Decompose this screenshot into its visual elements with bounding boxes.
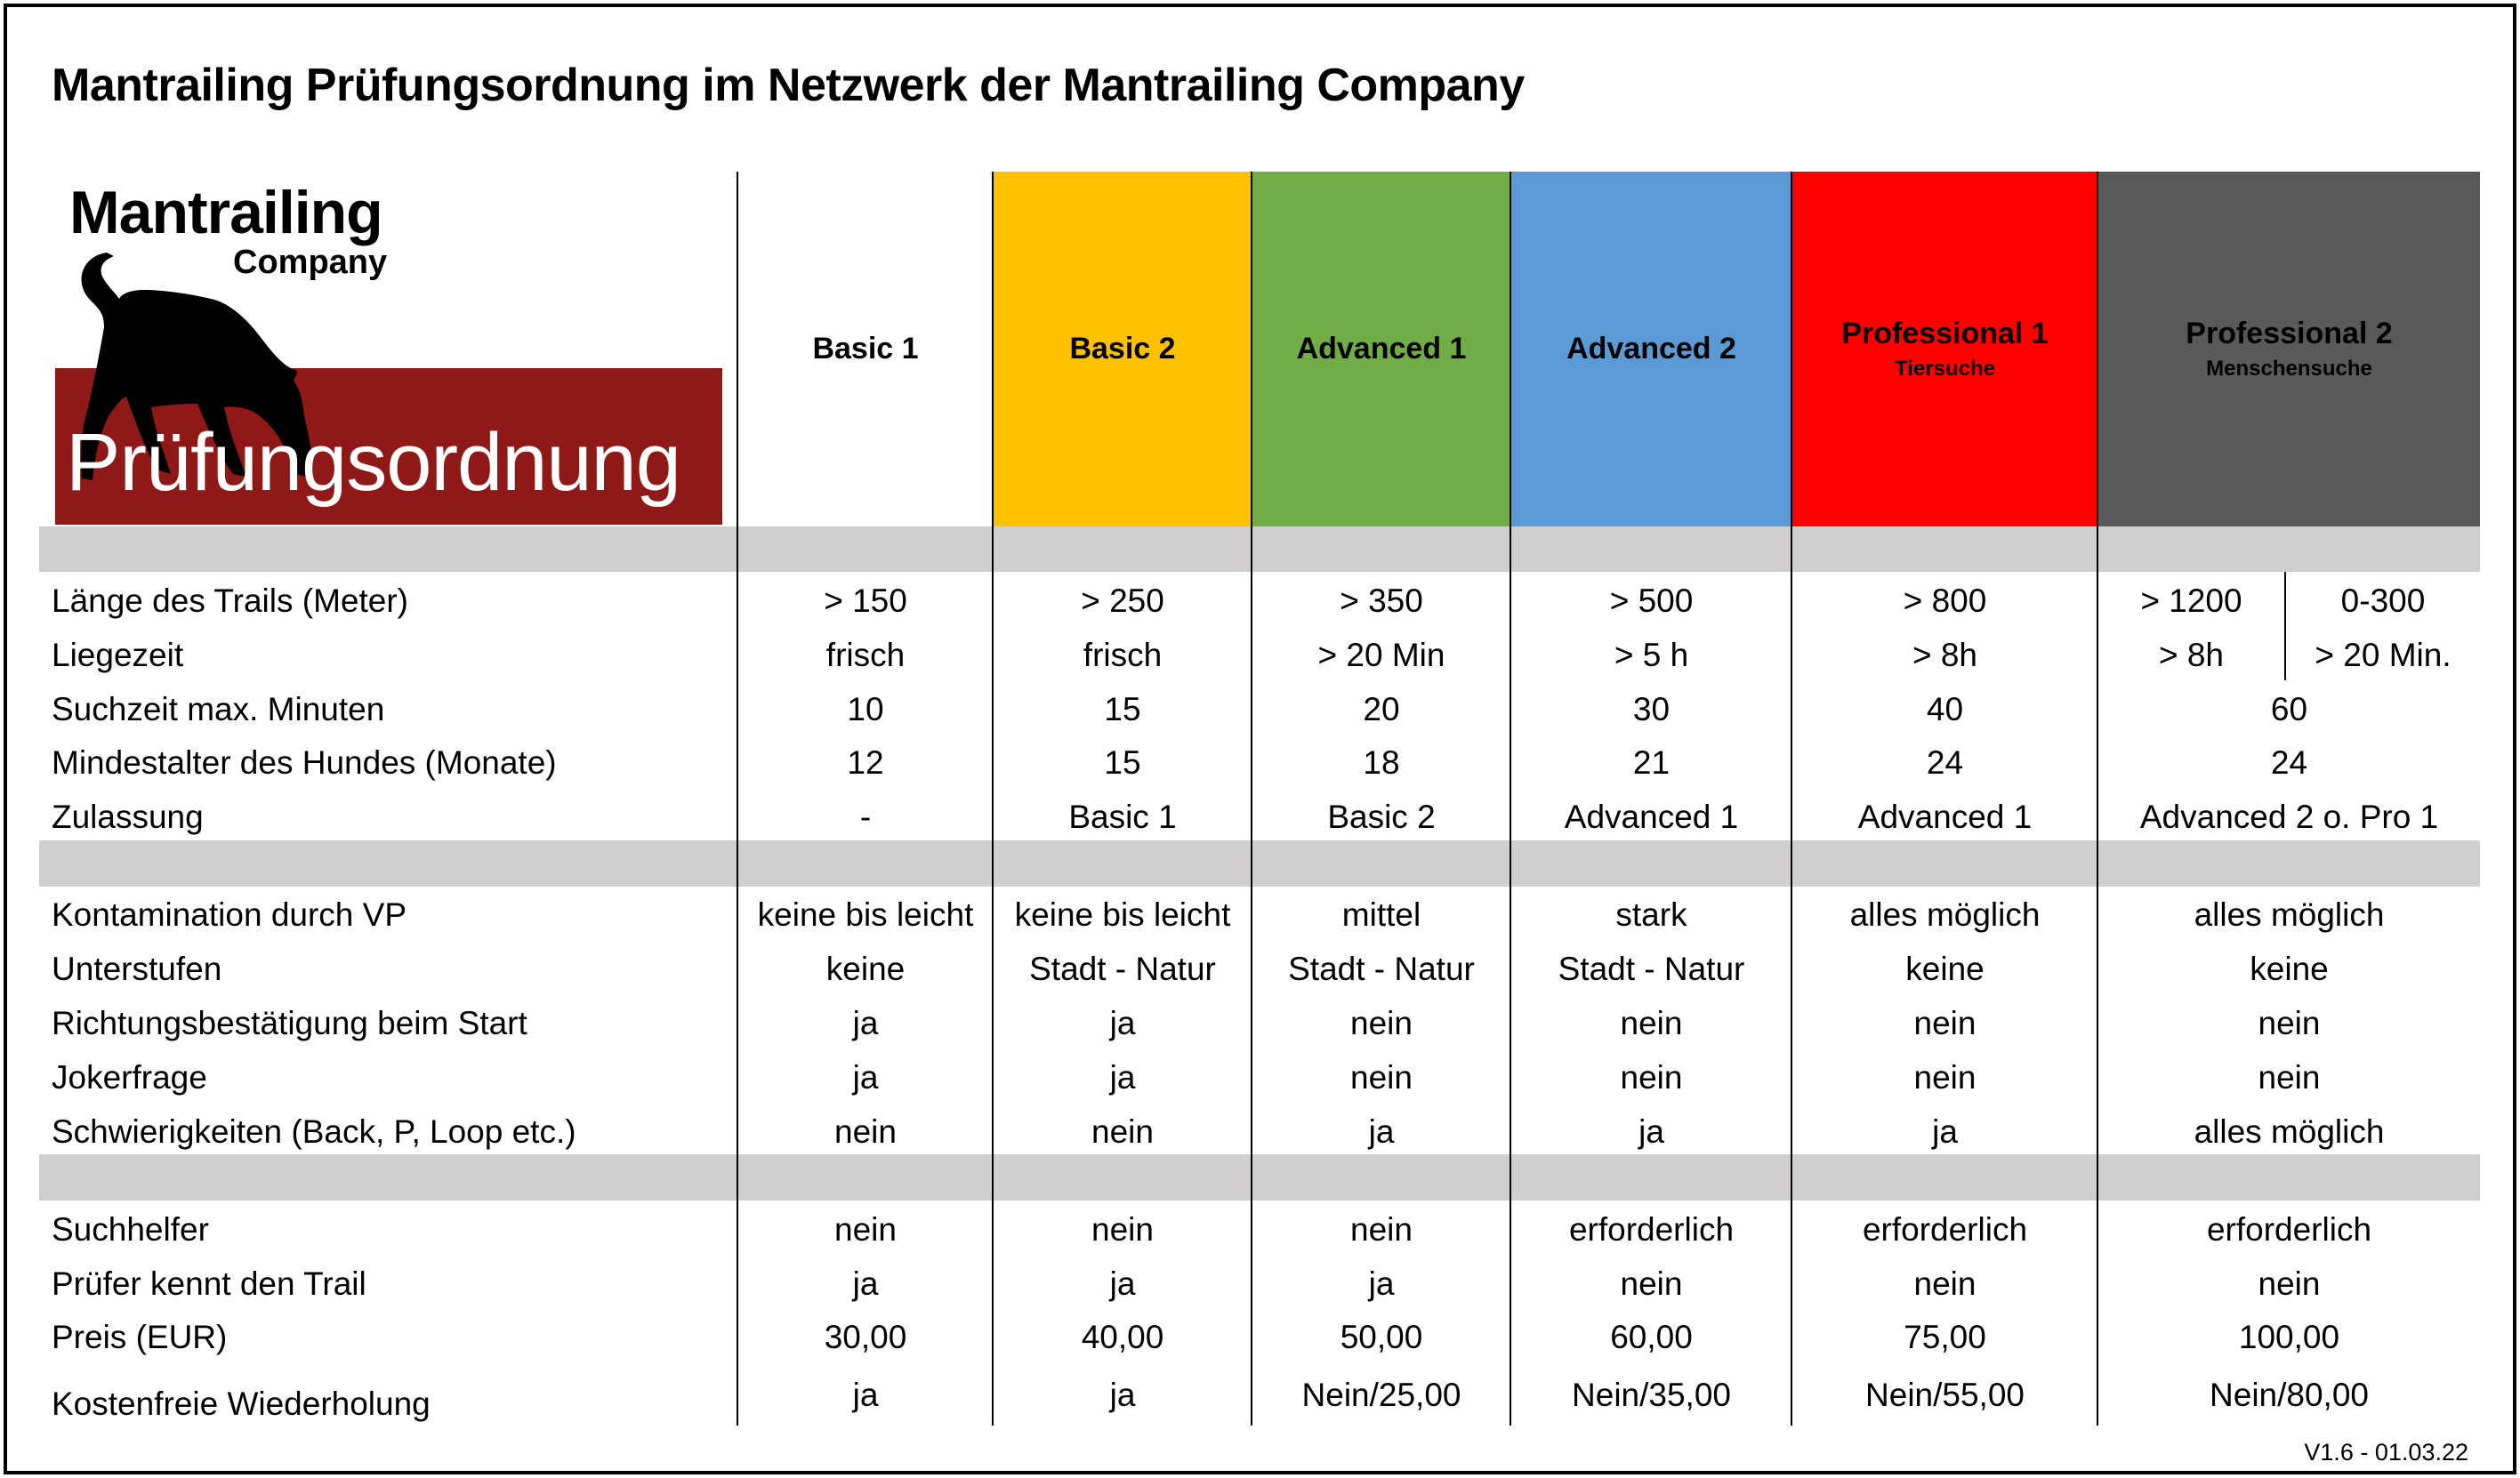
section-separator — [39, 526, 2480, 572]
column-divider — [1251, 172, 1252, 1426]
header-basic-2: Basic 2 — [994, 172, 1252, 526]
logo-subtitle: Prüfungsordnung — [66, 417, 681, 508]
header-professional-2: Professional 2 Menschensuche — [2098, 172, 2480, 526]
header-advanced-1: Advanced 1 — [1252, 172, 1510, 526]
column-divider — [2097, 172, 2098, 1426]
column-divider — [992, 172, 994, 1426]
table-row-pruefer-kennt-trail: Prüfer kennt den Trail ja ja ja nein nei… — [52, 1265, 2321, 1302]
section-separator — [39, 1154, 2480, 1201]
page-title: Mantrailing Prüfungsordnung im Netzwerk … — [52, 60, 1525, 111]
table-row-liegezeit: Liegezeit frisch frisch > 20 Min > 5 h >… — [52, 637, 2452, 673]
header-basic-1: Basic 1 — [738, 172, 993, 526]
table-row-wiederholung: Kostenfreie Wiederholung ja ja Nein/25,0… — [52, 1377, 2369, 1422]
header-advanced-2: Advanced 2 — [1511, 172, 1791, 526]
table-row-schwierigkeiten: Schwierigkeiten (Back, P, Loop etc.) nei… — [52, 1113, 2385, 1150]
column-divider — [1510, 172, 1511, 1426]
column-divider — [737, 172, 738, 1426]
header-professional-1: Professional 1 Tiersuche — [1792, 172, 2097, 526]
column-divider — [1791, 172, 1792, 1426]
table-row-kontamination: Kontamination durch VP keine bis leicht … — [52, 896, 2385, 933]
table-row-richtungsbestaetigung: Richtungsbestätigung beim Start ja ja ne… — [52, 1005, 2321, 1041]
logo-brand: Mantrailing — [69, 179, 383, 246]
table-row-trail-length: Länge des Trails (Meter) > 150 > 250 > 3… — [52, 582, 2426, 619]
document-frame — [4, 4, 2516, 1474]
pro2-subcolumn-divider — [2284, 572, 2286, 680]
table-row-preis: Preis (EUR) 30,00 40,00 50,00 60,00 75,0… — [52, 1319, 2340, 1355]
table-row-suchzeit: Suchzeit max. Minuten 10 15 20 30 40 60 — [52, 691, 2308, 727]
table-row-suchhelfer: Suchhelfer nein nein nein erforderlich e… — [52, 1211, 2372, 1248]
dog-silhouette-icon — [80, 253, 314, 480]
logo-company: Company — [233, 244, 388, 281]
table-row-mindestalter: Mindestalter des Hundes (Monate) 12 15 1… — [52, 744, 2308, 781]
logo: Mantrailing Company Prüfungsordnung — [55, 178, 722, 525]
table-row-unterstufen: Unterstufen keine Stadt - Natur Stadt - … — [52, 951, 2329, 987]
version-label: V1.6 - 01.03.22 — [2304, 1439, 2468, 1466]
table-row-jokerfrage: Jokerfrage ja ja nein nein nein nein — [52, 1059, 2321, 1096]
section-separator — [39, 840, 2480, 887]
table-row-zulassung: Zulassung - Basic 1 Basic 2 Advanced 1 A… — [52, 799, 2439, 835]
